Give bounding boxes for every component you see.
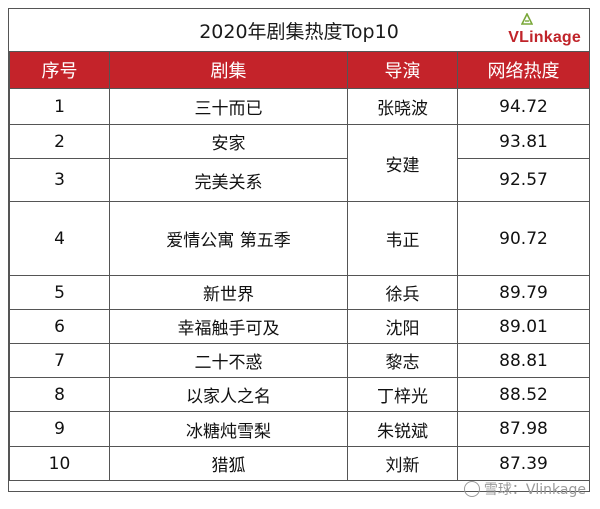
heat-cell: 88.52 [457,377,590,412]
col-header-drama: 剧集 [109,51,348,89]
drama-cell: 新世界 [109,275,348,310]
logo-leaf-icon [521,13,533,25]
table-row: 6 幸福触手可及 沈阳 89.01 [9,309,590,344]
director-cell: 张晓波 [347,88,458,125]
heat-cell: 89.01 [457,309,590,344]
drama-cell: 爱情公寓 第五季 [109,201,348,276]
director-cell: 沈阳 [347,309,458,344]
table-row: 9 冰糖炖雪梨 朱锐斌 87.98 [9,411,590,447]
heat-cell: 87.39 [457,446,590,481]
header-row: 序号 剧集 导演 网络热度 [9,51,590,89]
rank-cell: 5 [9,275,110,310]
director-cell: 朱锐斌 [347,411,458,447]
director-cell: 刘新 [347,446,458,481]
table-row: 8 以家人之名 丁梓光 88.52 [9,377,590,412]
rank-cell: 9 [9,411,110,447]
drama-cell: 幸福触手可及 [109,309,348,344]
table-row: 10 猎狐 刘新 87.39 [9,446,590,481]
col-header-heat: 网络热度 [457,51,590,89]
drama-cell: 以家人之名 [109,377,348,412]
table-row: 2 安家 安建 93.81 [9,124,590,202]
director-cell: 徐兵 [347,275,458,310]
vlinkage-logo: VLinkage [483,13,581,47]
drama-cell: 三十而已 [109,88,348,125]
rank-cell: 10 [9,446,110,481]
rank-cell: 8 [9,377,110,412]
rank-cell: 6 [9,309,110,344]
table-row: 1 三十而已 张晓波 94.72 [9,88,590,125]
title-bar: 2020年剧集热度Top10 VLinkage [9,9,589,51]
director-cell: 丁梓光 [347,377,458,412]
rank-cell: 1 [9,88,110,125]
rank-cell: 7 [9,343,110,378]
logo-text: VLinkage [508,29,581,46]
table-row: 4 爱情公寓 第五季 韦正 90.72 [9,201,590,276]
table-row: 5 新世界 徐兵 89.79 [9,275,590,310]
table-row: 3 完美关系 92.57 [9,158,590,202]
drama-cell: 猎狐 [109,446,348,481]
drama-cell: 完美关系 [109,158,348,202]
ranking-frame: 2020年剧集热度Top10 VLinkage 序号 剧集 导演 网络热度 [8,8,590,492]
heat-cell: 89.79 [457,275,590,310]
rank-cell: 3 [9,158,110,202]
heat-cell: 90.72 [457,201,590,276]
director-cell: 韦正 [347,201,458,276]
heat-cell: 88.81 [457,343,590,378]
heat-cell: 92.57 [457,158,590,202]
page-title: 2020年剧集热度Top10 [199,20,399,43]
director-cell: 黎志 [347,343,458,378]
director-cell: 安建 [347,124,458,202]
drama-cell: 冰糖炖雪梨 [109,411,348,447]
snowball-icon [463,481,480,497]
heat-cell: 93.81 [457,124,590,159]
col-header-rank: 序号 [9,51,110,89]
rank-cell: 4 [9,201,110,276]
rank-cell: 2 [9,124,110,159]
watermark-text: 雪球：Vlinkage [483,482,586,498]
heat-cell: 87.98 [457,411,590,447]
heat-cell: 94.72 [457,88,590,125]
table-row: 7 二十不惑 黎志 88.81 [9,343,590,378]
col-header-director: 导演 [347,51,458,89]
watermark: 雪球：Vlinkage [463,479,586,499]
drama-cell: 安家 [109,124,348,159]
drama-cell: 二十不惑 [109,343,348,378]
ranking-table: 序号 剧集 导演 网络热度 1 三十而已 张晓波 94.72 2 安家 安建 9… [9,51,590,481]
